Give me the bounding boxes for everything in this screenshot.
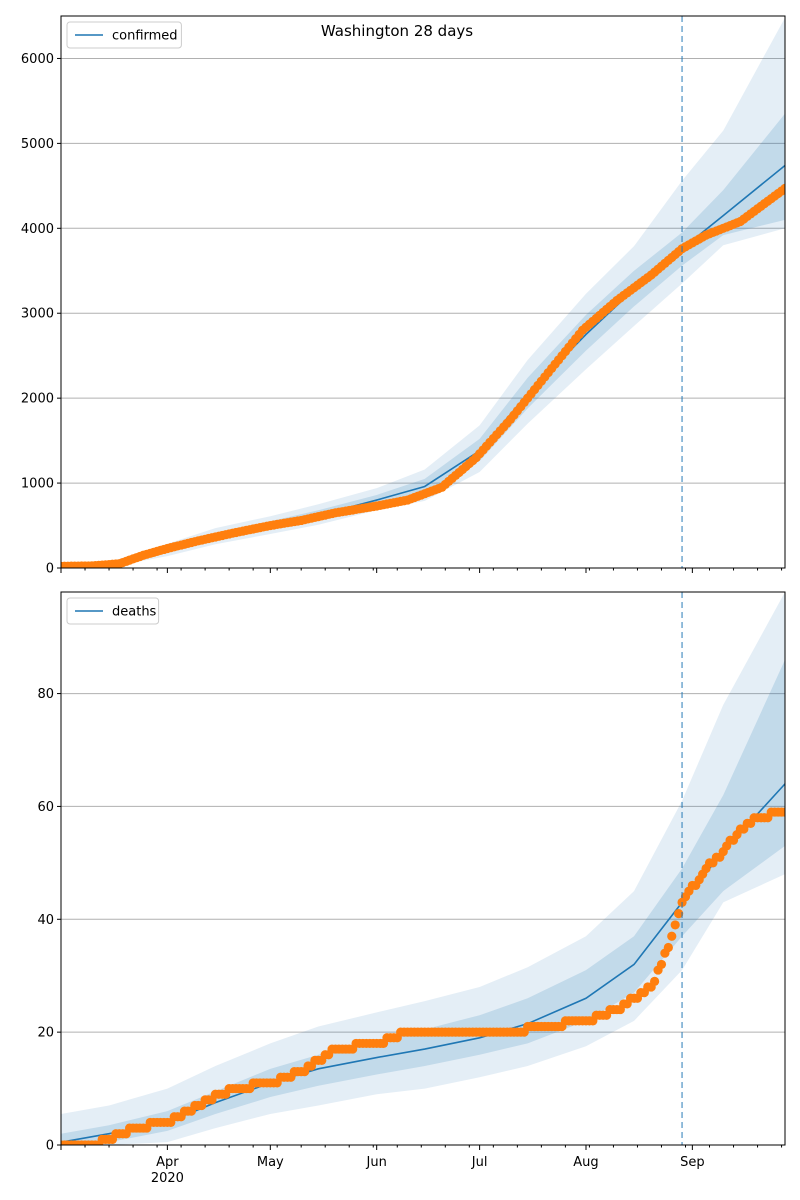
x-tick-label: Jun — [366, 1155, 387, 1170]
x-tick-label: Sep — [680, 1155, 705, 1170]
y-tick-label: 0 — [46, 562, 54, 577]
observed-point — [674, 909, 684, 919]
confirmed-band-outer — [61, 17, 785, 568]
legend: deaths — [66, 597, 160, 625]
observed-point — [780, 183, 785, 193]
plot-area — [61, 592, 785, 1145]
y-tick-label: 1000 — [21, 477, 54, 492]
observed-point — [656, 959, 667, 970]
legend: confirmed — [66, 21, 182, 49]
deaths-band-outer — [61, 592, 785, 1145]
y-tick-label: 40 — [37, 913, 54, 928]
y-tick-label: 4000 — [21, 222, 54, 237]
axes-frame — [60, 591, 786, 1146]
deaths-panel: 0 20 40 60 80 Apr May Jun Jul Aug Sep 2020 deaths — [37, 591, 786, 1186]
figure-title: Washington 28 days — [321, 22, 473, 40]
y-tick-label: 2000 — [21, 392, 54, 407]
x-tick-label: Aug — [573, 1155, 598, 1170]
x-tick-label: Jul — [471, 1155, 488, 1170]
confirmed-panel: 0 1000 2000 3000 4000 5000 6000 confirmed — [21, 15, 786, 577]
legend-label: confirmed — [112, 29, 178, 44]
plot-area — [61, 17, 785, 568]
x-tick-label: May — [257, 1155, 284, 1170]
y-tick-label: 0 — [46, 1139, 54, 1154]
observed-point — [670, 920, 680, 930]
y-tick-label: 20 — [37, 1026, 54, 1041]
legend-label: deaths — [112, 605, 157, 620]
observed-point — [667, 931, 677, 941]
y-tick-label: 5000 — [21, 137, 54, 152]
y-tick-label: 3000 — [21, 307, 54, 322]
observed-point — [650, 976, 660, 986]
x-year-label: 2020 — [151, 1171, 184, 1186]
x-tick-label: Apr — [156, 1155, 179, 1170]
legend-box — [66, 21, 182, 49]
axes-frame — [60, 15, 786, 569]
observed-point — [780, 807, 785, 817]
y-tick-label: 6000 — [21, 52, 54, 67]
y-tick-label: 60 — [37, 800, 54, 815]
legend-box — [66, 597, 160, 625]
deaths-band-inner — [61, 659, 785, 1145]
observed-point — [663, 942, 673, 953]
y-tick-label: 80 — [37, 687, 54, 702]
